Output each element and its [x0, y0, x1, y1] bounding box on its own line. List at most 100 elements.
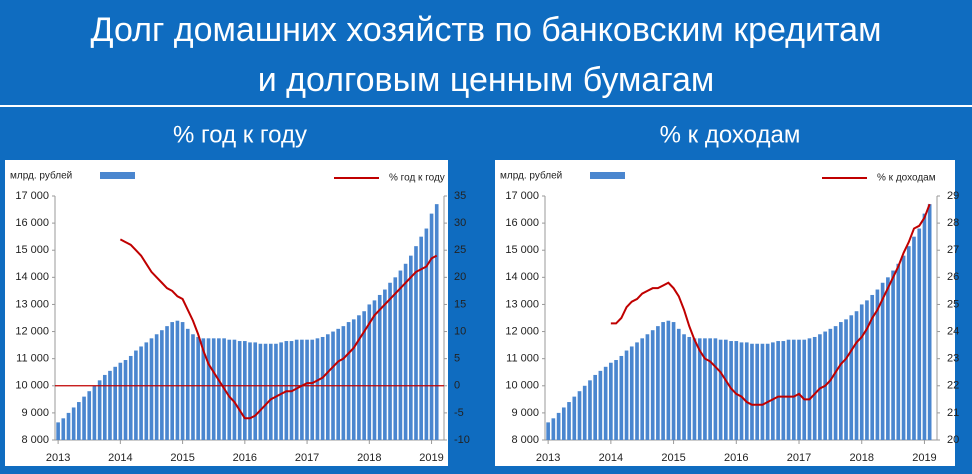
bar	[393, 277, 398, 440]
bar	[134, 350, 138, 440]
bar	[786, 339, 791, 440]
bar	[896, 263, 901, 440]
y2-tick-label: 26	[947, 271, 959, 283]
bar	[409, 255, 413, 440]
y2-tick-label: 35	[454, 190, 466, 202]
y-tick-label: 14 000	[15, 271, 49, 283]
bar	[383, 289, 387, 440]
legend-label: % к доходам	[877, 173, 936, 184]
bar	[650, 330, 655, 440]
y-tick-label: 17 000	[15, 190, 49, 202]
y2-tick-label: 5	[454, 353, 460, 365]
bar	[102, 374, 107, 440]
x-tick-label: 2013	[46, 452, 70, 464]
bar	[424, 228, 429, 440]
bar	[61, 418, 66, 440]
bar	[419, 236, 423, 440]
bar	[927, 204, 932, 440]
y-tick-label: 16 000	[15, 217, 49, 229]
bar	[403, 263, 408, 440]
y-tick-label: 9 000	[511, 407, 539, 419]
y2-tick-label: -5	[454, 407, 464, 419]
y2-tick-label: 23	[947, 353, 959, 365]
bar	[310, 339, 315, 440]
bar	[791, 339, 796, 440]
bar	[619, 355, 624, 440]
bar	[87, 391, 92, 440]
bar	[849, 315, 854, 440]
bar	[671, 322, 676, 440]
bar	[760, 343, 765, 440]
bar	[315, 338, 320, 440]
bar	[367, 304, 372, 440]
y2-tick-label: -10	[454, 434, 470, 446]
bar	[113, 366, 118, 440]
y-tick-label: 14 000	[505, 271, 539, 283]
y-tick-label: 8 000	[511, 434, 539, 446]
bar	[351, 319, 356, 440]
y-tick-label: 13 000	[15, 298, 49, 310]
bar	[217, 338, 221, 440]
y2-tick-label: 15	[454, 298, 466, 310]
bar	[341, 326, 346, 440]
x-tick-label: 2018	[357, 452, 381, 464]
y2-tick-label: 21	[947, 407, 959, 419]
line	[610, 203, 931, 406]
y-tick-label: 15 000	[15, 244, 49, 256]
bar	[185, 328, 190, 440]
bar	[128, 355, 133, 440]
bar	[201, 338, 206, 440]
y2-tick-label: 27	[947, 244, 959, 256]
y2-tick-label: 25	[947, 298, 959, 310]
bar	[232, 339, 237, 440]
x-tick-label: 2014	[108, 452, 132, 464]
bar	[180, 322, 185, 440]
chart-subtitle: % к доходам	[660, 121, 801, 148]
bar	[434, 204, 439, 440]
bar	[175, 320, 180, 440]
bar	[854, 311, 859, 440]
y-tick-label: 9 000	[21, 407, 49, 419]
x-tick-label: 2018	[849, 452, 873, 464]
line	[119, 238, 438, 420]
bar	[268, 343, 273, 440]
bar	[196, 336, 200, 440]
bar	[802, 339, 807, 440]
bar	[629, 346, 634, 440]
bar	[676, 328, 681, 440]
legend-label: млрд. рублей	[500, 170, 562, 182]
chart-panel	[5, 160, 448, 466]
bar	[640, 338, 645, 440]
bar	[718, 339, 723, 440]
bar	[414, 246, 418, 440]
bar	[588, 380, 592, 440]
bar	[429, 213, 434, 440]
bar	[891, 270, 895, 440]
page-title: и долговым ценным бумагам	[258, 61, 715, 99]
bar	[149, 338, 154, 440]
bar	[844, 319, 848, 440]
x-tick-label: 2017	[295, 452, 319, 464]
bar	[922, 213, 927, 440]
bar	[294, 339, 299, 440]
y-tick-label: 8 000	[21, 434, 49, 446]
bar	[118, 362, 123, 440]
bar	[755, 343, 760, 440]
bar	[906, 246, 911, 440]
y2-tick-label: 28	[947, 217, 959, 229]
bar	[734, 341, 739, 440]
bar	[865, 300, 869, 440]
bar	[211, 338, 216, 440]
bar	[812, 336, 817, 440]
bar	[144, 342, 149, 440]
x-tick-label: 2016	[724, 452, 748, 464]
bar	[818, 334, 822, 440]
bar	[92, 385, 97, 440]
bar	[572, 396, 577, 440]
bar	[765, 343, 770, 440]
x-tick-label: 2015	[170, 452, 194, 464]
bar	[320, 336, 325, 440]
bar	[697, 338, 702, 440]
bar	[253, 342, 258, 440]
y-tick-label: 17 000	[505, 190, 539, 202]
